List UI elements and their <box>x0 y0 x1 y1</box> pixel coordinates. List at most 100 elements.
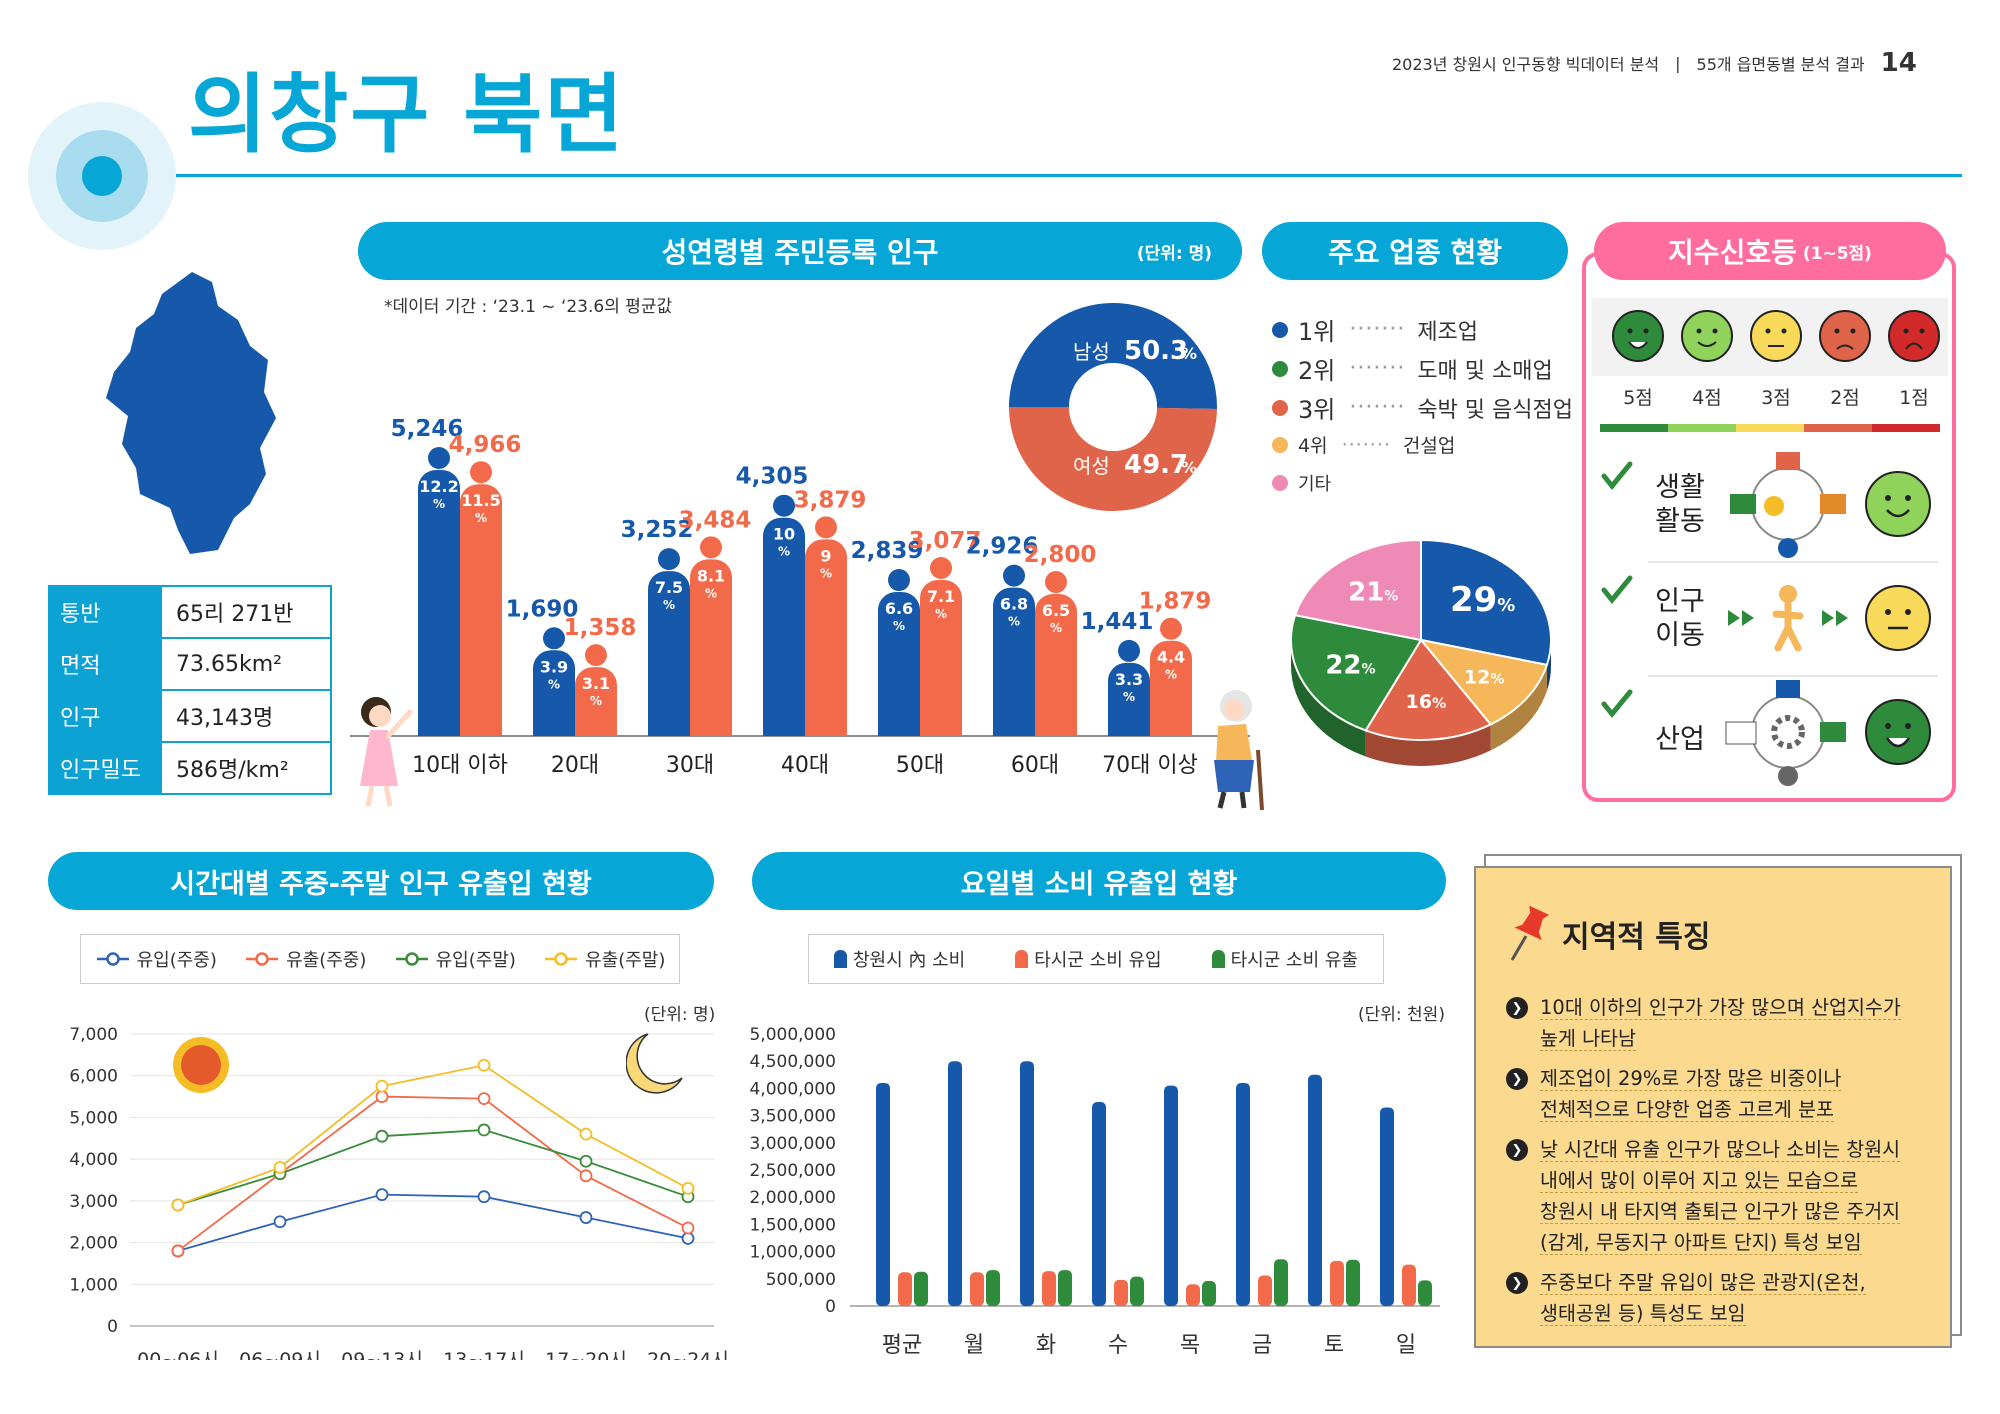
feature-item: ❯ 10대 이하의 인구가 가장 많으며 산업지수가 높게 나타남 <box>1506 992 1936 1054</box>
age-bar-body <box>533 670 575 736</box>
signal-face-mouth <box>1697 341 1717 347</box>
sun-icon <box>173 1037 229 1093</box>
stat-row: 면적 73.65km² <box>48 637 332 691</box>
signal-face-eye <box>1712 328 1718 334</box>
time-line-chart: 0 1,000 2,000 3,000 4,000 5,000 6,000 7,000 00~0… <box>69 1025 728 1360</box>
x-tick-label: 금 <box>1252 1333 1272 1358</box>
legend-swatch <box>96 952 129 966</box>
age-bar-value: 3,252 <box>621 517 694 543</box>
age-bar-pct-unit: % <box>778 545 790 559</box>
signal-face-eye <box>1850 328 1856 334</box>
signal-scale-bar <box>1872 424 1940 432</box>
x-tick-label: 수 <box>1108 1333 1128 1358</box>
signal-row-label: 인구 <box>1655 586 1705 617</box>
age-bar-value: 4,305 <box>736 464 809 490</box>
pie-side <box>1490 664 1547 751</box>
pushpin-icon <box>1510 905 1550 961</box>
x-tick-label: 20~24시 <box>647 1349 728 1360</box>
signal-score-face <box>1865 699 1931 765</box>
age-bar-head <box>930 556 952 579</box>
signal-face-mouth <box>1885 737 1911 748</box>
stat-value: 43,143명 <box>160 689 332 743</box>
section-title: 55개 읍면동별 분석 결과 <box>1696 55 1865 74</box>
day-bar <box>948 1061 962 1306</box>
series-point <box>375 1129 389 1143</box>
y-tick-label: 500,000 <box>766 1270 836 1290</box>
age-bar-pct-unit: % <box>893 619 905 633</box>
rank-dot <box>1272 321 1288 338</box>
age-category-label: 10대 이하 <box>412 753 508 778</box>
pie-slice <box>1420 538 1552 667</box>
industry-rank-4: 4위 ······· 건설업 <box>1272 431 1455 458</box>
rank-dot <box>1272 399 1288 416</box>
day-bar <box>1274 1259 1288 1306</box>
legend-swatch <box>834 950 847 968</box>
day-section-header: 요일별 소비 유출입 현황 <box>752 852 1446 910</box>
age-bar-body <box>1035 614 1077 736</box>
features-card: 지역적 특징 ❯ 10대 이하의 인구가 가장 많으며 산업지수가 높게 나타남 ❯ 제… <box>1474 866 1952 1348</box>
age-bar-value: 1,690 <box>506 596 579 622</box>
header-rule <box>176 174 1962 177</box>
age-bar-value: 3,077 <box>909 528 982 554</box>
age-bar-head <box>888 569 910 592</box>
stat-value: 586명/km² <box>160 741 332 795</box>
day-bar <box>1308 1074 1322 1306</box>
factory-icon <box>1725 721 1757 745</box>
pie-slice <box>1418 638 1549 726</box>
activity-icon <box>1751 467 1825 541</box>
age-category-label: 40대 <box>781 753 829 778</box>
day-bar <box>1330 1260 1344 1306</box>
day-bar <box>1202 1280 1216 1306</box>
signal-face-icon <box>1612 310 1664 362</box>
age-section-unit: (단위: 명) <box>1136 243 1212 264</box>
age-bar-body <box>993 607 1035 736</box>
age-bar-value: 2,839 <box>851 538 924 564</box>
age-bar-pct-unit: % <box>820 566 832 580</box>
industry-rank-3: 3위 ······· 숙박 및 음식점업 <box>1272 390 1573 425</box>
signal-title-sub: (1~5점) <box>1802 243 1872 264</box>
legend-swatch <box>1015 950 1029 968</box>
age-bar-head <box>1118 639 1140 662</box>
age-bar-pct-unit: % <box>433 497 445 511</box>
y-tick-label: 0 <box>825 1297 836 1317</box>
feature-text-line: 창원시 내 타지역 출퇴근 인구가 많은 주거지 <box>1540 1200 1901 1224</box>
map-shape <box>106 272 276 554</box>
signal-face-eye <box>1885 495 1891 501</box>
doc-title: 2023년 창원시 인구동향 빅데이터 분석 <box>1392 55 1660 74</box>
age-bar-pct-unit: % <box>475 511 487 525</box>
signal-face-eye <box>1919 328 1925 334</box>
age-bar-pct: 11.5 <box>461 491 500 510</box>
signal-scale-bar <box>1668 424 1736 432</box>
rank-dot <box>1272 436 1288 453</box>
age-bar-value: 5,246 <box>391 416 464 442</box>
stats-table: 통반 65리 271반 면적 73.65km² 인구 43,143명 인구밀도 586명… <box>48 585 332 795</box>
y-tick-label: 6,000 <box>69 1067 118 1087</box>
donut-female-value: 49.7 <box>1124 450 1188 480</box>
moon-icon <box>626 1033 683 1094</box>
age-bar-head <box>428 447 450 469</box>
legend-item: 타시군 소비 유입 <box>1015 946 1162 972</box>
y-tick-label: 5,000,000 <box>749 1025 836 1045</box>
time-chart-unit: (단위: 명) <box>644 1005 716 1025</box>
legend-label: 창원시 內 소비 <box>853 950 966 971</box>
signal-face-icon <box>1750 310 1802 362</box>
page-title: 의창구 북면 <box>188 65 626 165</box>
series-line <box>177 1129 689 1206</box>
legend-swatch <box>246 952 279 966</box>
industry-rank-2: 2위 ······· 도매 및 소매업 <box>1272 351 1553 386</box>
walker-body <box>1772 600 1804 652</box>
y-tick-label: 5,000 <box>69 1108 118 1128</box>
age-bar-pct-unit: % <box>935 607 947 621</box>
series-point <box>375 1188 389 1202</box>
signal-face-mouth <box>1628 341 1648 349</box>
signal-scale-bar <box>1804 424 1872 432</box>
features-list: ❯ 10대 이하의 인구가 가장 많으며 산업지수가 높게 나타남 ❯ 제조업이 29%… <box>1506 992 1936 1338</box>
rank-dot <box>1272 360 1288 377</box>
series-point <box>477 1092 491 1106</box>
day-bar <box>1130 1276 1144 1306</box>
signal-face-icon <box>1888 310 1940 362</box>
signal-row-label: 산업 <box>1655 724 1705 755</box>
legend-label: 유출(주말) <box>585 950 666 971</box>
y-tick-label: 7,000 <box>69 1025 118 1045</box>
donut-female-slice <box>1009 407 1217 512</box>
